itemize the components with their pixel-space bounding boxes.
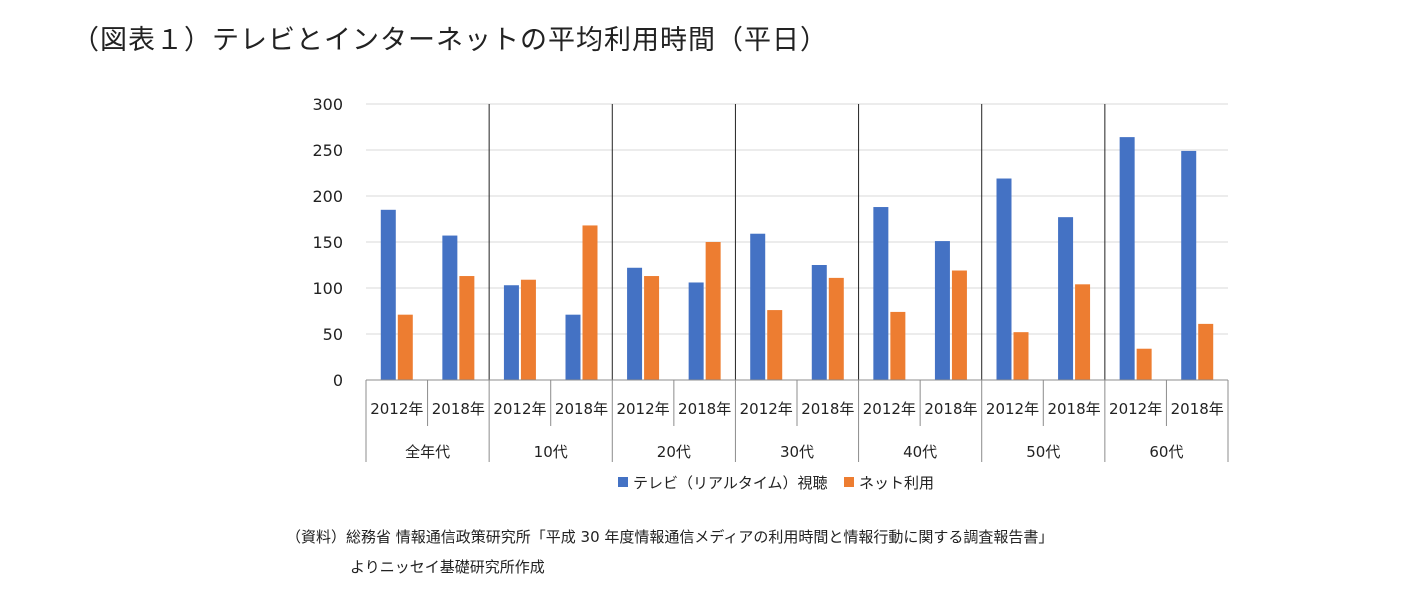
x-tick-label: 2018年	[1047, 400, 1100, 418]
x-tick-label: 2012年	[863, 400, 916, 418]
bar-tv	[380, 209, 396, 380]
x-tick-label: 2018年	[432, 400, 485, 418]
x-axis	[365, 379, 1229, 462]
y-tick-label: 0	[333, 371, 343, 390]
x-group-label: 10代	[534, 443, 568, 461]
x-tick-label: 2018年	[924, 400, 977, 418]
y-axis-ticks: 0 50 100 150 200 250 300	[312, 95, 343, 390]
x-group-label: 全年代	[405, 443, 450, 461]
x-tick-label: 2012年	[370, 400, 423, 418]
bar-net	[767, 310, 783, 380]
bar-tv	[1119, 137, 1135, 380]
x-tick-label: 2012年	[740, 400, 793, 418]
bar-net	[951, 270, 967, 380]
y-tick-label: 100	[312, 279, 343, 298]
bar-tv	[1181, 150, 1197, 380]
bar-net	[459, 276, 475, 380]
x-group-label: 60代	[1149, 443, 1183, 461]
x-tick-label: 2018年	[801, 400, 854, 418]
bar-net	[828, 277, 844, 380]
bar-tv	[750, 233, 766, 380]
bar-tv	[688, 282, 704, 380]
bar-tv	[996, 178, 1012, 380]
bar-tv	[565, 314, 581, 380]
legend-swatch-net	[844, 477, 854, 487]
x-tick-label: 2018年	[678, 400, 731, 418]
bar-tv	[811, 265, 827, 380]
bar-tv	[503, 285, 519, 380]
x-tick-label: 2018年	[1171, 400, 1224, 418]
gridlines	[366, 103, 1228, 335]
source-note-continued: よりニッセイ基礎研究所作成	[350, 558, 545, 576]
x-tick-label: 2012年	[616, 400, 669, 418]
y-tick-label: 300	[312, 95, 343, 114]
bar-net	[1198, 323, 1214, 380]
legend: テレビ（リアルタイム）視聴 ネット利用	[618, 474, 934, 492]
bar-net	[1075, 284, 1091, 380]
bar-tv	[1058, 217, 1074, 380]
bars	[380, 137, 1214, 380]
bar-net	[520, 279, 536, 380]
bar-net	[1013, 332, 1029, 380]
x-tick-label: 2012年	[493, 400, 546, 418]
group-separators	[488, 104, 1106, 380]
x-tick-label: 2018年	[555, 400, 608, 418]
bar-net	[397, 314, 413, 380]
bar-net	[1136, 348, 1152, 380]
y-tick-label: 50	[323, 325, 343, 344]
bar-tv	[934, 241, 950, 380]
y-tick-label: 250	[312, 141, 343, 160]
bar-net	[644, 276, 660, 380]
bar-tv	[442, 235, 458, 380]
legend-label-net: ネット利用	[859, 474, 934, 492]
x-group-label: 20代	[657, 443, 691, 461]
x-group-label: 40代	[903, 443, 937, 461]
bar-tv	[873, 207, 889, 380]
x-group-label: 50代	[1026, 443, 1060, 461]
x-group-label: 30代	[780, 443, 814, 461]
bar-net	[705, 242, 721, 380]
chart-title: （図表１）テレビとインターネットの平均利用時間（平日）	[72, 25, 828, 56]
x-tick-label: 2012年	[986, 400, 1039, 418]
bar-net	[890, 311, 906, 380]
y-tick-label: 200	[312, 187, 343, 206]
bar-tv	[627, 267, 643, 380]
legend-label-tv: テレビ（リアルタイム）視聴	[633, 474, 828, 492]
bar-net	[582, 225, 598, 380]
legend-swatch-tv	[618, 477, 628, 487]
x-tick-label: 2012年	[1109, 400, 1162, 418]
source-note: （資料）総務省 情報通信政策研究所「平成 30 年度情報通信メディアの利用時間と…	[286, 528, 1054, 546]
y-tick-label: 150	[312, 233, 343, 252]
